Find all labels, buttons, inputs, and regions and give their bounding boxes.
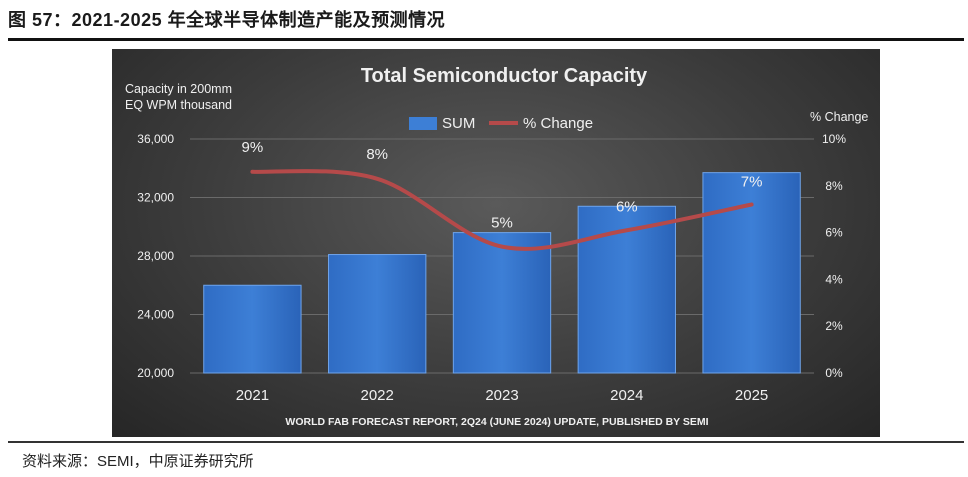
y-tick-label: 32,000: [137, 191, 174, 205]
legend-swatch-sum: [409, 117, 437, 130]
y2-tick-label: 6%: [825, 226, 843, 240]
legend-label-sum: SUM: [442, 115, 475, 132]
y2-tick-label: 8%: [825, 179, 843, 193]
x-tick-label-2024: 2024: [610, 387, 643, 404]
chart-title: Total Semiconductor Capacity: [361, 65, 648, 87]
y2-axis-label: % Change: [810, 110, 868, 124]
legend: SUM % Change: [409, 115, 593, 132]
line-series: 9% 8% 5% 6% 7%: [242, 139, 763, 251]
y-tick-label: 24,000: [137, 308, 174, 322]
y-tick-label: 36,000: [137, 132, 174, 146]
y-axis-label-line-1: Capacity in 200mm: [125, 82, 232, 96]
figure-title: 图 57：2021-2025 年全球半导体制造产能及预测情况: [8, 10, 446, 30]
y2-tick-label: 10%: [822, 132, 846, 146]
title-rule: [8, 38, 964, 41]
bar-2025: [702, 172, 801, 374]
bar-series: [203, 172, 801, 374]
chart-subtitle: WORLD FAB FORECAST REPORT, 2Q24 (JUNE 20…: [285, 416, 708, 428]
pct-change-label-2021: 9%: [242, 139, 264, 156]
y-tick-label: 20,000: [137, 366, 174, 380]
capacity-chart: Total Semiconductor Capacity Capacity in…: [125, 65, 868, 428]
y-tick-label: 28,000: [137, 249, 174, 263]
chart-panel: Total Semiconductor Capacity Capacity in…: [112, 49, 880, 437]
pct-change-label-2024: 6%: [616, 198, 638, 215]
x-tick-label-2021: 2021: [236, 387, 269, 404]
source-rule: [8, 441, 964, 443]
x-tick-label-2025: 2025: [735, 387, 768, 404]
y2-tick-label: 4%: [825, 272, 843, 286]
bar-2022: [328, 254, 427, 374]
x-tick-label-2022: 2022: [361, 387, 394, 404]
source-note: 资料来源：SEMI，中原证券研究所: [22, 453, 254, 470]
x-tick-label-2023: 2023: [485, 387, 518, 404]
pct-change-label-2025: 7%: [741, 174, 763, 191]
y-axis-label-line-2: EQ WPM thousand: [125, 98, 232, 112]
pct-change-label-2022: 8%: [366, 146, 388, 163]
pct-change-label-2023: 5%: [491, 215, 513, 232]
y2-tick-label: 2%: [825, 319, 843, 333]
pct-change-line: [250, 169, 754, 251]
bar-2023: [452, 232, 552, 374]
y2-tick-label: 0%: [825, 366, 843, 380]
bar-2021: [203, 284, 302, 374]
axis-labels: 20,000 24,000 28,000 32,000 36,000 0% 2% 4% 6% 8%…: [137, 132, 846, 404]
bar-2024: [577, 205, 676, 374]
legend-label-pct-change: % Change: [523, 115, 593, 132]
